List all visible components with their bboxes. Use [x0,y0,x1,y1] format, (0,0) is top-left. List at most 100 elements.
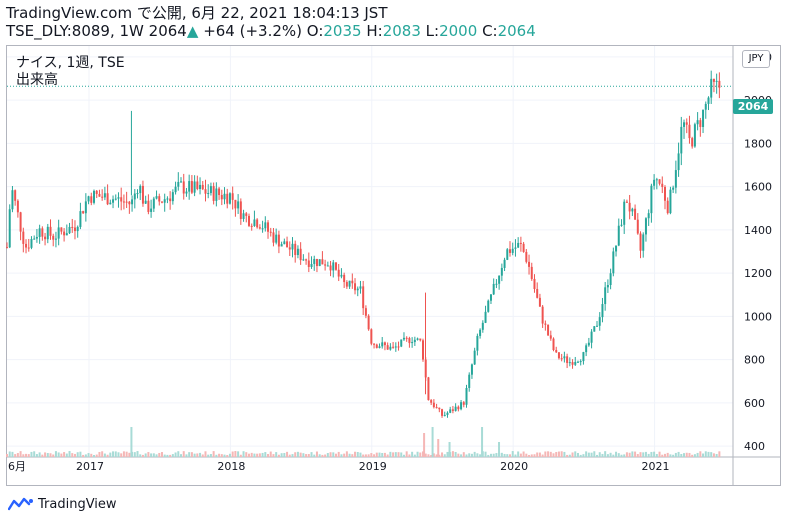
candle-body [340,274,343,277]
candle-body [430,400,433,403]
candle-body [362,286,365,309]
candle-body [378,346,381,348]
volume-spike [431,427,434,457]
volume-bar [239,454,242,457]
volume-bar [470,453,473,457]
candle-body [373,343,376,345]
candle-body [481,322,484,330]
candle-body [364,308,367,316]
volume-bar [44,452,47,457]
candle-body [487,300,490,312]
candle-body [707,97,710,104]
y-tick-label: 1000 [744,310,772,323]
candle-body [204,189,207,194]
candle-body [628,202,631,212]
candle-body [294,243,297,256]
symbol-info: TSE_DLY:8089, 1W 2064▲ +64 (+3.2%) O:203… [6,22,536,40]
candle-body [538,297,541,307]
volume-bar [609,452,612,457]
candle-body [128,201,131,205]
volume-bar [223,454,226,457]
volume-bar [503,453,506,457]
candle-body [269,231,272,233]
y-tick-label: 1200 [744,267,772,280]
volume-bar [25,453,28,457]
volume-bar [291,454,294,457]
candle-body [593,326,596,332]
candle-body [451,409,454,411]
volume-spike [423,433,426,457]
volume-bar [356,451,359,457]
candle-body [220,195,223,200]
volume-bar [185,454,188,457]
volume-bar [334,453,337,457]
volume-bar [160,452,163,457]
volume-bar [256,453,259,457]
volume-bar [680,454,683,457]
candle-body [199,184,202,189]
candle-body [712,78,715,82]
volume-bar [19,451,22,457]
volume-bar [228,453,231,457]
open-label: O: [306,22,324,40]
candle-body [359,286,362,289]
currency-button[interactable]: JPY [742,50,770,68]
candle-body [392,346,395,348]
chart-frame [6,45,781,486]
candle-body [98,193,101,197]
volume-bar [82,454,85,457]
volume-bar [296,451,299,457]
volume-bar [258,453,261,457]
volume-bar [286,451,289,457]
candle-body [218,188,221,196]
volume-bar [533,454,536,457]
volume-bar [84,454,87,457]
volume-bar [568,454,571,457]
candle-body [718,80,721,88]
footer-brand[interactable]: TradingView [8,494,117,514]
volume-bar [299,452,302,457]
candle-body [484,311,487,323]
volume-bar [381,452,384,457]
volume-bar [650,451,653,457]
candle-body [30,239,33,248]
candle-body [133,193,136,200]
candle-body [264,222,267,229]
up-arrow-icon: ▲ [186,22,199,40]
volume-bar [362,454,365,457]
volume-bar [386,454,389,457]
volume-bar [364,454,367,457]
candle-body [348,280,351,287]
candle-body [166,198,169,200]
candle-body [345,282,348,287]
candle-body [549,335,552,339]
candle-body [419,338,422,341]
candle-body [326,265,329,267]
volume-bar [674,452,677,457]
candle-body [536,288,539,298]
volume-bar [204,451,207,457]
volume-bar [163,454,166,457]
volume-bar [348,453,351,457]
volume-bar [6,454,8,457]
candle-body [606,285,609,288]
volume-bar [443,454,446,457]
candle-body [522,243,525,252]
candle-body [315,258,318,267]
candle-body [571,362,574,365]
volume-bar [345,451,348,457]
candle-body [52,235,55,240]
volume-bar [655,454,658,457]
volume-bar [373,454,376,457]
candle-body [462,402,465,405]
volume-bar [283,453,286,457]
volume-bar [329,452,332,457]
volume-bar [530,454,533,457]
volume-bar [560,451,563,457]
candle-body [623,201,626,225]
volume-bar [438,454,441,457]
candle-body [498,275,501,284]
volume-bar [307,454,310,457]
candle-body [489,294,492,301]
